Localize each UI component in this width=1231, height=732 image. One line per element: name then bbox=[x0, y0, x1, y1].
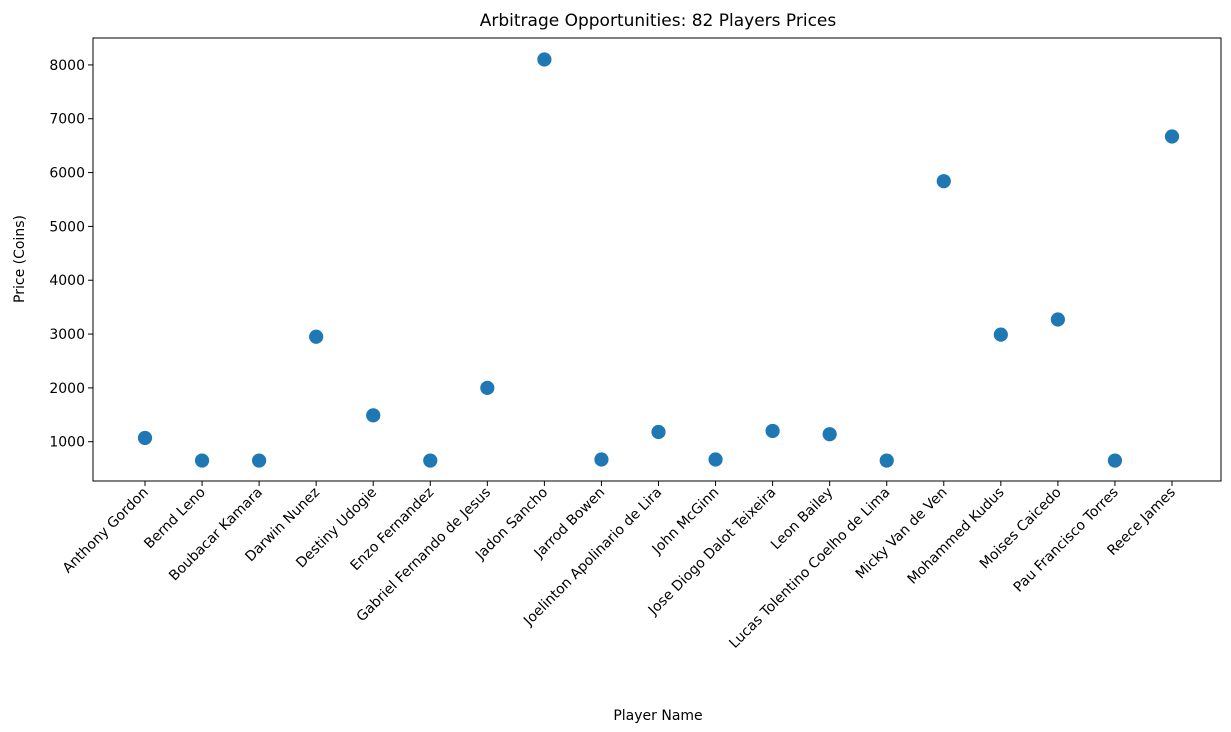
data-point bbox=[1107, 453, 1122, 468]
data-point bbox=[423, 453, 438, 468]
x-tick-label: Pau Francisco Torres bbox=[1011, 485, 1122, 596]
x-tick-label: Mohammed Kudus bbox=[905, 485, 1008, 588]
data-points bbox=[138, 52, 1180, 468]
data-point bbox=[822, 427, 837, 442]
y-tick-label: 4000 bbox=[49, 273, 85, 289]
data-point bbox=[1165, 129, 1180, 144]
y-tick-label: 6000 bbox=[49, 166, 85, 182]
data-point bbox=[993, 327, 1008, 342]
data-point bbox=[366, 408, 381, 423]
x-tick-label: Boubacar Kamara bbox=[166, 485, 266, 585]
data-point bbox=[1050, 312, 1065, 327]
data-point bbox=[537, 52, 552, 67]
plot-area-frame bbox=[93, 38, 1221, 481]
data-point bbox=[195, 453, 210, 468]
data-point bbox=[936, 174, 951, 189]
y-tick-label: 8000 bbox=[49, 58, 85, 74]
x-tick-label: Anthony Gordon bbox=[60, 485, 152, 577]
data-point bbox=[594, 452, 609, 467]
data-point bbox=[309, 329, 324, 344]
chart-title: Arbitrage Opportunities: 82 Players Pric… bbox=[480, 11, 837, 31]
y-tick-label: 3000 bbox=[49, 327, 85, 343]
y-tick-label: 1000 bbox=[49, 435, 85, 451]
y-tick-label: 5000 bbox=[49, 219, 85, 235]
x-axis-label: Player Name bbox=[613, 708, 702, 724]
data-point bbox=[765, 423, 780, 438]
y-axis: 1000 2000 3000 4000 5000 6000 7000 8000 bbox=[49, 58, 93, 451]
y-tick-label: 2000 bbox=[49, 381, 85, 397]
data-point bbox=[651, 425, 666, 440]
data-point bbox=[480, 380, 495, 395]
y-axis-label: Price (Coins) bbox=[12, 215, 28, 303]
data-point bbox=[879, 453, 894, 468]
data-point bbox=[138, 430, 153, 445]
data-point bbox=[252, 453, 267, 468]
y-tick-label: 7000 bbox=[49, 112, 85, 128]
data-point bbox=[708, 452, 723, 467]
